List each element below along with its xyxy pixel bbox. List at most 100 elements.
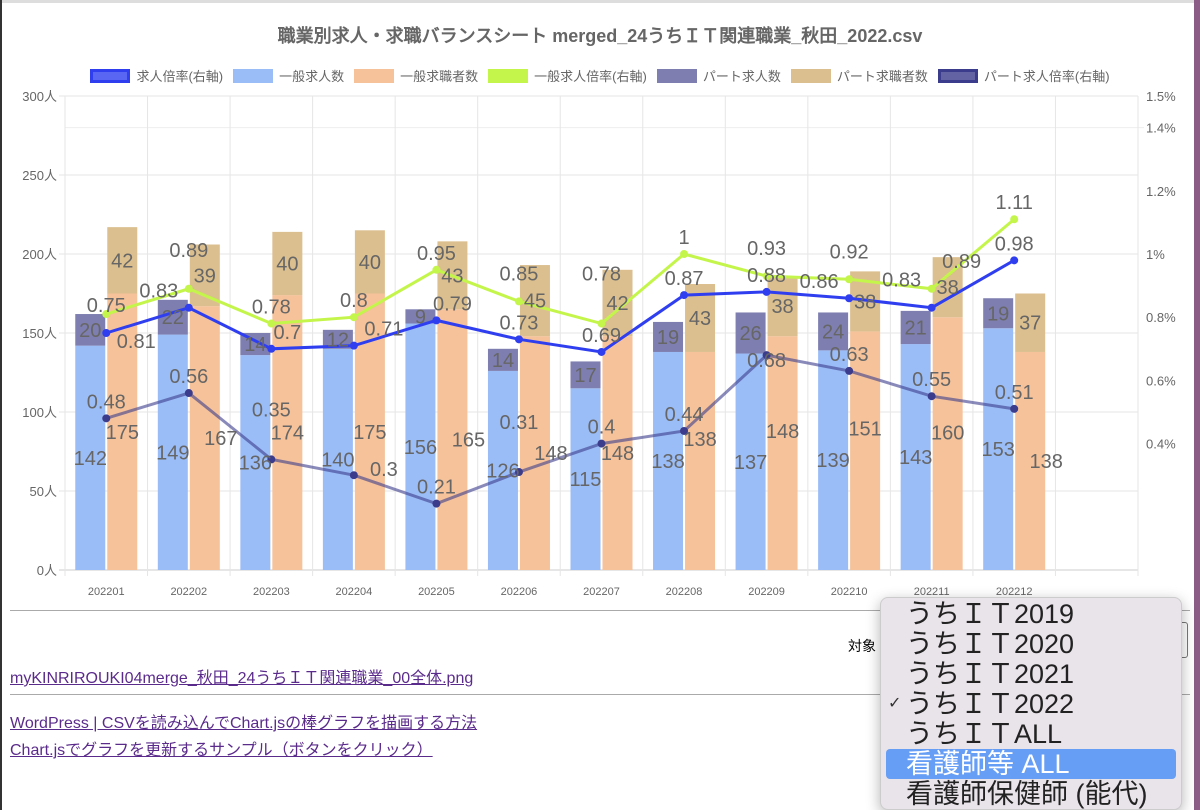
- bar-data-label: 43: [441, 265, 463, 287]
- bar-data-label: 139: [816, 450, 849, 472]
- bar-data-label: 138: [1030, 451, 1063, 473]
- line-point: [184, 389, 193, 398]
- bar-offer: [900, 310, 931, 345]
- select-option[interactable]: うちＩＴ2021: [906, 659, 1075, 689]
- line-data-label: 0.93: [747, 238, 786, 260]
- legend-swatch: [354, 68, 395, 83]
- bar-seek: [1015, 293, 1046, 352]
- select-option[interactable]: 看護師保健師 (能代): [906, 779, 1148, 809]
- legend-swatch: [488, 68, 529, 83]
- bar-data-label: 37: [1019, 313, 1041, 335]
- bar-data-label: 140: [321, 449, 354, 471]
- line-data-label: 0.68: [747, 350, 786, 372]
- select-dropdown-menu[interactable]: うちＩＴ2019 うちＩＴ2020 うちＩＴ2021 うちＩＴ2022 ✓ うちＩＴALL…: [880, 597, 1182, 810]
- bar-seek: [1015, 351, 1046, 570]
- bar-data-label: 115: [570, 469, 602, 491]
- select-option[interactable]: うちＩＴ2022 ✓: [888, 689, 1075, 719]
- bar-offer: [653, 351, 684, 570]
- bar-data-label: 45: [524, 291, 546, 313]
- bar-data-label: 22: [162, 307, 184, 329]
- bar-data-label: 148: [534, 443, 567, 465]
- line-data-label: 0.89: [942, 251, 981, 273]
- line-point: [927, 392, 936, 401]
- bar-data-label: 167: [204, 428, 237, 450]
- select-option[interactable]: うちＩＴALL: [906, 719, 1063, 749]
- x-tick-label: 202208: [666, 586, 703, 598]
- bar-seek: [189, 306, 220, 570]
- wordpress-link[interactable]: WordPress | CSVを読み込んでChart.jsの棒グラフを描画する方…: [10, 715, 478, 732]
- bar-seek: [685, 351, 716, 570]
- bar-seek: [767, 276, 798, 337]
- bar-data-label: 38: [771, 296, 793, 318]
- bar-offer: [405, 309, 436, 324]
- bar-seek: [107, 227, 138, 294]
- line-point: [927, 303, 936, 312]
- line-data-label: 0.7: [273, 322, 301, 344]
- bar-seek: [932, 317, 963, 570]
- bar-data-label: 9: [415, 306, 426, 328]
- select-option[interactable]: うちＩＴ2019: [906, 599, 1075, 629]
- line-data-label: 0.56: [169, 366, 208, 388]
- bar-offer: [322, 348, 353, 570]
- bar-data-label: 160: [931, 423, 964, 445]
- bar-seek: [354, 230, 385, 294]
- line-point: [680, 250, 689, 258]
- legend-swatch: [790, 68, 831, 83]
- divider: [10, 694, 1190, 695]
- bar-offer: [75, 314, 106, 346]
- select-option[interactable]: 看護師等 ALL: [886, 749, 1176, 779]
- line-point: [514, 335, 523, 344]
- bar-data-label: 174: [271, 423, 304, 445]
- line-point: [102, 329, 111, 337]
- line-data-label: 0.89: [169, 240, 208, 262]
- line-data-label: 0.71: [364, 319, 403, 341]
- legend-swatch: [233, 68, 274, 83]
- line-data-label: 0.95: [417, 243, 456, 265]
- line-point: [845, 275, 854, 284]
- bar-offer: [240, 355, 271, 570]
- image-link[interactable]: myKINRIROUKI04merge_秋田_24うちＩＴ関連職業_00全体.p…: [10, 670, 474, 687]
- line-point: [762, 272, 771, 281]
- window-top-border: [0, 0, 1200, 3]
- line-data-label: 0.44: [665, 404, 704, 426]
- x-tick-label: 202207: [583, 586, 620, 598]
- x-tick-label: 202211: [914, 586, 950, 598]
- legend-swatch: [656, 68, 697, 83]
- legend-item[interactable]: パート求人数: [656, 66, 781, 85]
- line-data-label: 0.21: [417, 477, 456, 499]
- legend-item[interactable]: パート求職者数: [790, 66, 928, 85]
- legend-item[interactable]: パート求人倍率(右軸): [937, 66, 1110, 85]
- select-option[interactable]: うちＩＴ2020: [906, 629, 1075, 659]
- bar-offer: [983, 328, 1014, 570]
- chart-title: 職業別求人・求職バランスシート merged_24うちＩＴ関連職業_秋田_202…: [277, 26, 923, 46]
- bar-data-label: 17: [574, 365, 596, 387]
- legend-item[interactable]: 一般求人倍率(右軸): [488, 66, 647, 85]
- legend-item[interactable]: 求人倍率(右軸): [90, 66, 223, 85]
- line-data-label: 0.79: [433, 293, 472, 315]
- bar-data-label: 21: [905, 317, 927, 339]
- bar-data-label: 19: [657, 327, 679, 349]
- line-point: [432, 265, 441, 274]
- line-point: [102, 310, 111, 319]
- x-tick-label: 202212: [996, 586, 1033, 598]
- line-data-label: 1.11: [995, 192, 1032, 214]
- bar-seek: [519, 265, 550, 337]
- bar-offer: [157, 334, 188, 570]
- line-point: [597, 439, 606, 448]
- bar-seek: [602, 336, 633, 570]
- divider: [10, 610, 1190, 611]
- line-point: [267, 455, 276, 464]
- legend-label: パート求人倍率(右軸): [983, 69, 1110, 84]
- line-point: [184, 303, 193, 312]
- bar-data-label: 156: [404, 437, 437, 459]
- bar-data-label: 19: [987, 303, 1009, 325]
- line-point: [432, 499, 441, 508]
- legend-item[interactable]: 一般求職者数: [354, 66, 478, 85]
- bar-data-label: 40: [276, 253, 298, 275]
- legend-item[interactable]: 一般求人数: [233, 66, 344, 85]
- bar-data-label: 137: [734, 452, 767, 474]
- right-tick-label: 1.2%: [1146, 184, 1176, 199]
- update-sample-link[interactable]: Chart.jsでグラフを更新するサンプル（ボタンをクリック）: [10, 742, 433, 759]
- window-left-border: [0, 0, 2, 810]
- legend-label: パート求人数: [702, 69, 781, 84]
